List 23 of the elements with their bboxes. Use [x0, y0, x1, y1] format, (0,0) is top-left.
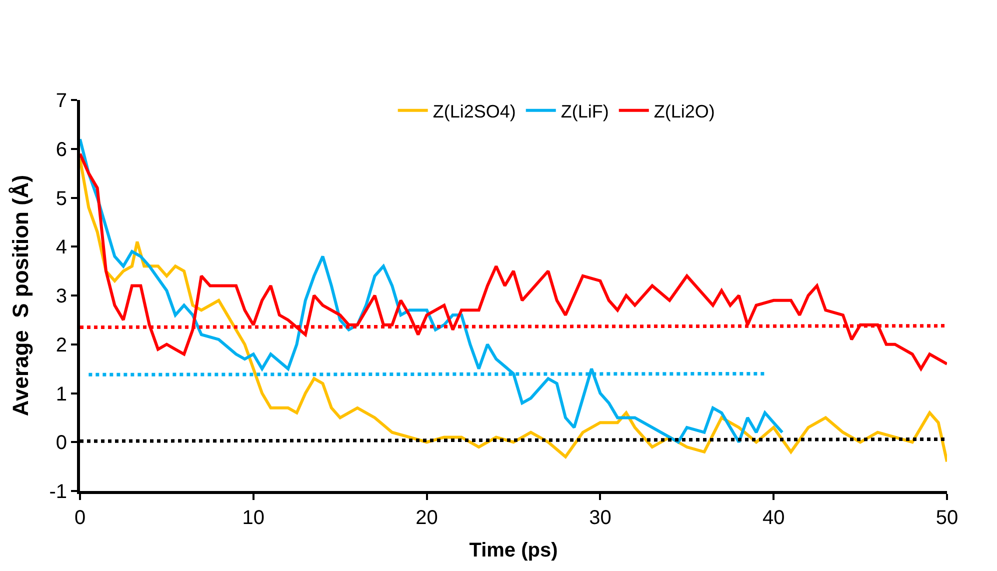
- legend-label: Z(Li2O): [654, 101, 715, 122]
- y-tick-label: 1: [56, 383, 67, 406]
- line-series: [80, 138, 784, 444]
- line-series: [80, 152, 947, 370]
- x-axis-title: Time (ps): [469, 540, 558, 562]
- y-tick-label: -1: [49, 481, 67, 503]
- x-tick-label: 0: [74, 507, 86, 529]
- x-tick-label: 50: [936, 507, 958, 529]
- y-tick-label: 4: [56, 236, 67, 259]
- y-tick-label: 3: [56, 286, 67, 308]
- x-tick-label: 30: [589, 507, 612, 529]
- x-tick-label: 20: [416, 507, 438, 529]
- y-tick-label: 7: [56, 90, 67, 112]
- x-tick-label: 40: [762, 507, 785, 529]
- y-tick-label: 6: [56, 138, 67, 161]
- y-tick-label: 0: [56, 432, 67, 454]
- y-tick-label: 5: [56, 188, 67, 210]
- legend-label: Z(Li2SO4): [432, 101, 516, 122]
- legend-label: Z(LiF): [560, 101, 609, 122]
- y-tick-label: 2: [56, 334, 67, 356]
- y-axis-title: Average S position (Å): [8, 174, 34, 416]
- line-series: [80, 157, 947, 464]
- x-tick-label: 10: [242, 507, 265, 529]
